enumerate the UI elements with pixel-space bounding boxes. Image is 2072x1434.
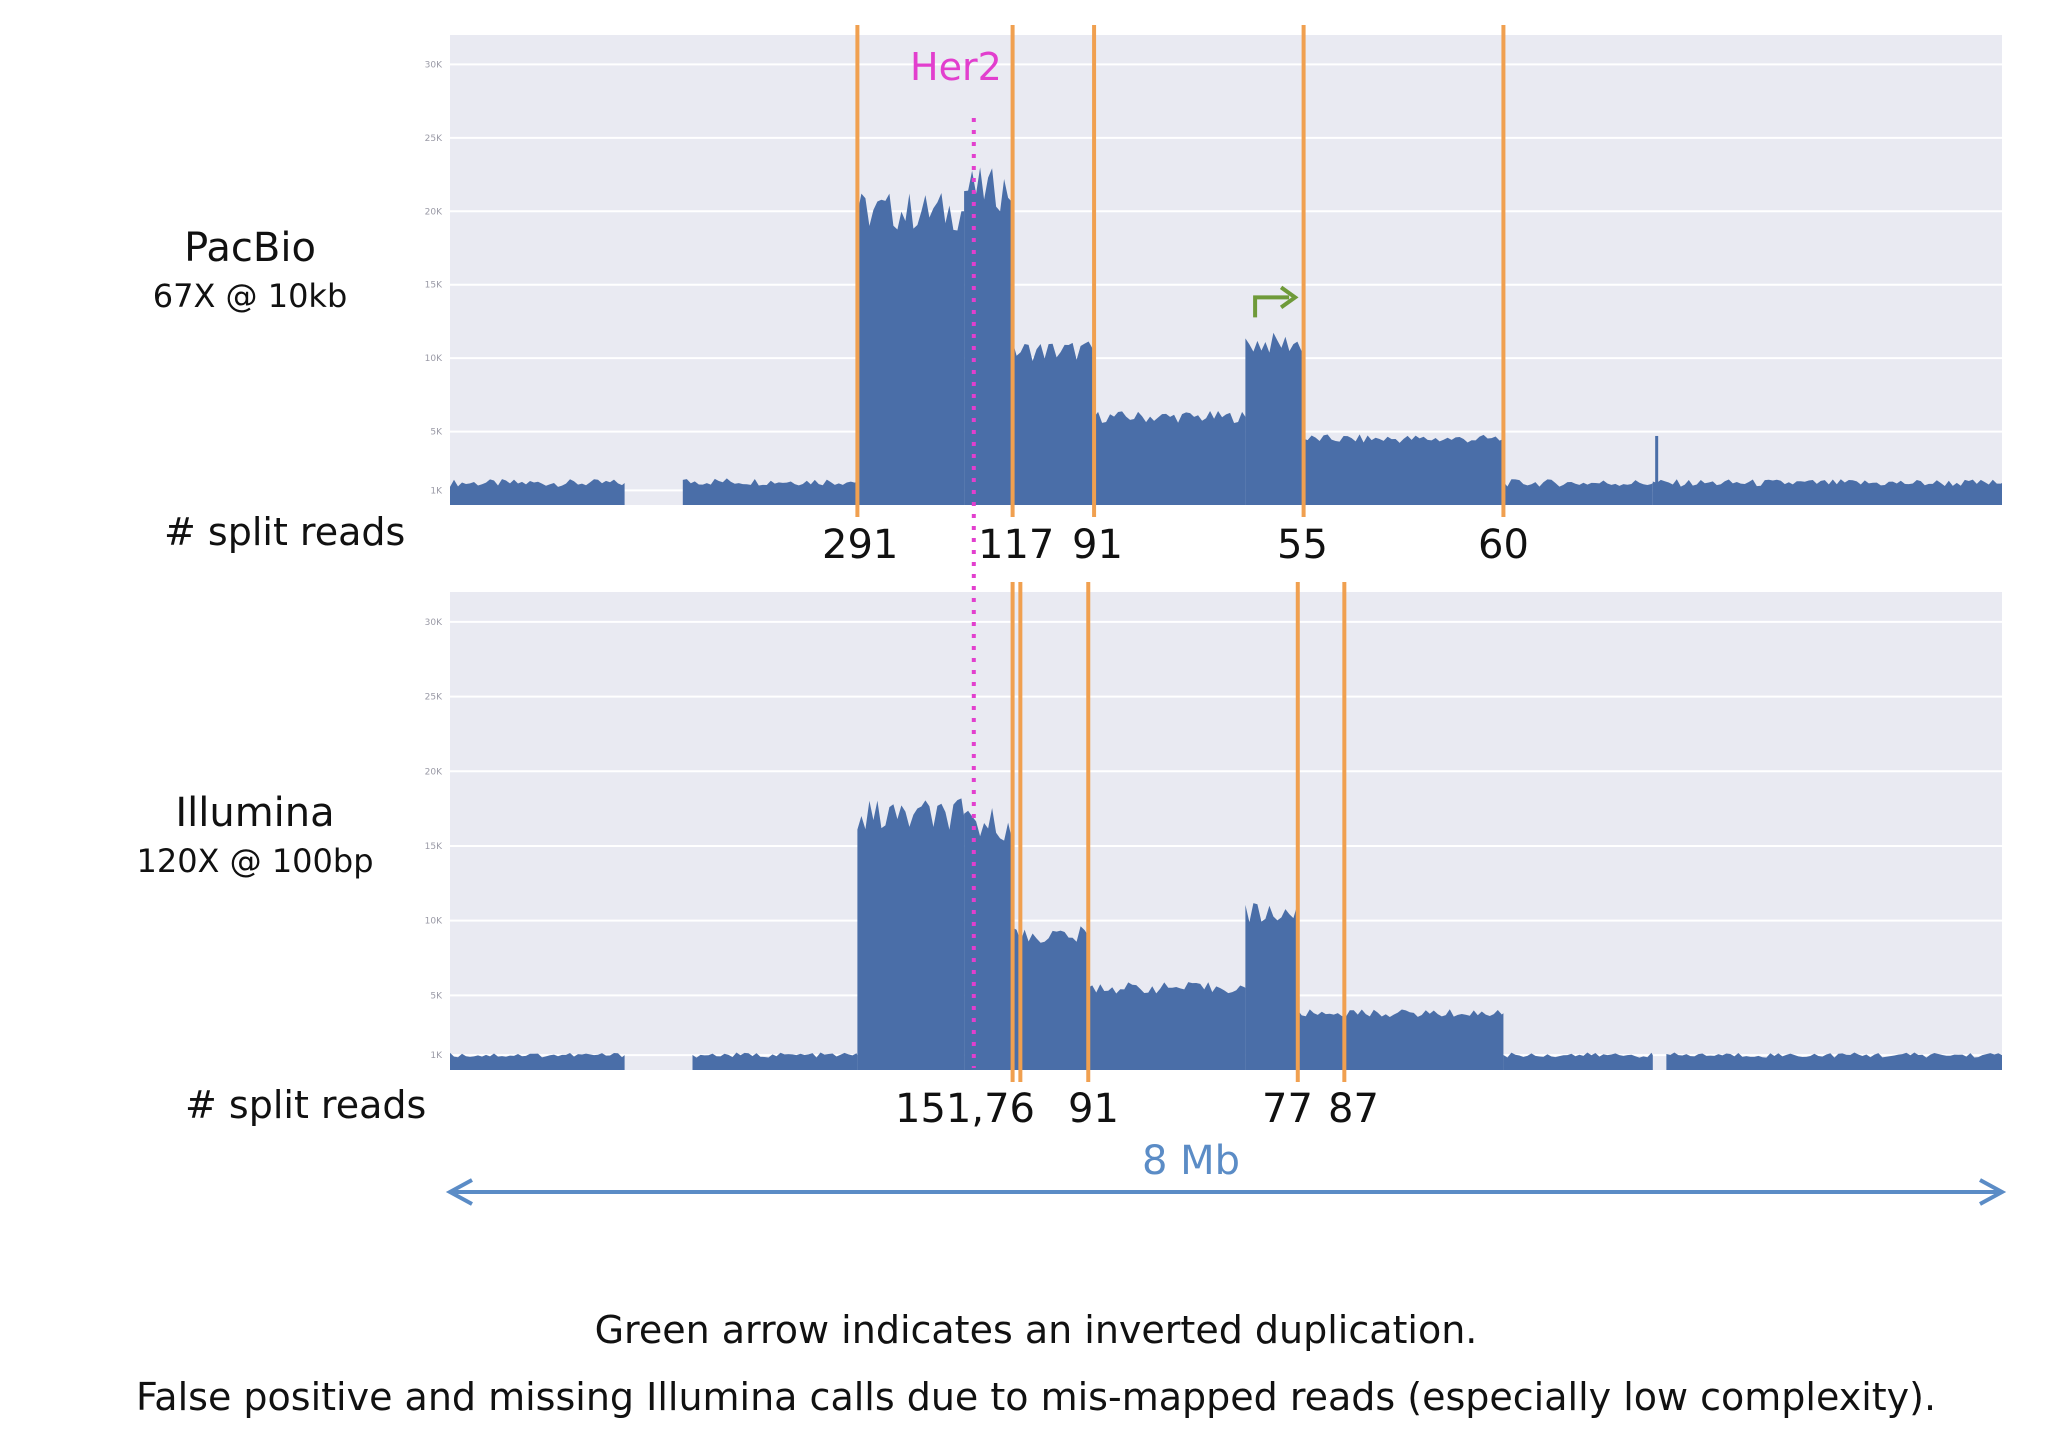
coverage-segment	[1012, 926, 1089, 1070]
scale-arrow-left-head	[445, 1178, 473, 1206]
pacbio-split-count-2: 117	[978, 522, 1055, 568]
coverage-segment	[1303, 434, 1504, 505]
coverage-segment	[964, 807, 1013, 1070]
illumina-coverage-panel: 1K 5K 10K 15K 20K 25K 30K	[425, 582, 2002, 1082]
caption-line-1: Green arrow indicates an inverted duplic…	[594, 1308, 1478, 1352]
inverted-duplication-arrowhead	[1279, 285, 1299, 310]
coverage-segment	[857, 798, 965, 1070]
pacbio-coverage-panel: 1K 5K 10K 15K 20K 25K 30K	[425, 25, 2002, 517]
y-tick-label: 20K	[425, 207, 443, 217]
y-tick-label: 5K	[430, 991, 443, 1001]
annotation-overlay	[445, 118, 2007, 1206]
illumina-split-count-4: 87	[1328, 1086, 1379, 1132]
y-tick-label: 25K	[425, 693, 443, 703]
coverage-segment	[450, 479, 625, 505]
coverage-segment	[1088, 982, 1246, 1070]
pacbio-split-count-3: 91	[1072, 522, 1123, 568]
scale-label: 8 Mb	[1142, 1138, 1241, 1184]
y-tick-label: 15K	[425, 842, 443, 852]
coverage-spike	[1655, 435, 1659, 505]
illumina-platform-name: Illumina	[175, 790, 335, 836]
coverage-segment	[682, 478, 858, 505]
coverage-segment	[1666, 1052, 2002, 1070]
coverage-segment	[1245, 903, 1298, 1070]
illumina-split-count-1: 151,76	[895, 1086, 1035, 1132]
coverage-segment	[1245, 332, 1304, 505]
illumina-split-count-3: 77	[1262, 1086, 1313, 1132]
scale-arrow-right-head	[1979, 1178, 2007, 1206]
coverage-segment	[1503, 479, 1653, 505]
coverage-segment	[692, 1052, 858, 1070]
caption-line-2: False positive and missing Illumina call…	[135, 1375, 1937, 1419]
y-tick-label: 25K	[425, 134, 443, 144]
pacbio-label: PacBio 67X @ 10kb	[110, 225, 390, 315]
coverage-segment	[1094, 411, 1246, 505]
y-tick-label: 1K	[430, 1051, 443, 1061]
coverage-segment	[1652, 479, 2002, 505]
plot-background	[450, 592, 2002, 1070]
coverage-segment	[1503, 1052, 1653, 1070]
pacbio-split-count-1: 291	[822, 522, 899, 568]
y-tick-label: 1K	[430, 486, 443, 496]
coverage-segment	[1012, 341, 1095, 505]
her2-label: Her2	[910, 45, 1002, 89]
illumina-label: Illumina 120X @ 100bp	[115, 790, 395, 880]
illumina-platform-detail: 120X @ 100bp	[136, 842, 374, 880]
coverage-segment	[857, 192, 965, 505]
coverage-segment	[450, 1052, 625, 1070]
coverage-segment	[1297, 1009, 1504, 1070]
illumina-split-count-2: 91	[1068, 1086, 1119, 1132]
y-tick-label: 30K	[425, 60, 443, 70]
pacbio-platform-name: PacBio	[184, 225, 316, 271]
pacbio-platform-detail: 67X @ 10kb	[152, 277, 348, 315]
inverted-duplication-arrow	[1253, 295, 1290, 318]
y-tick-label: 5K	[430, 428, 443, 438]
y-tick-label: 30K	[425, 618, 443, 628]
pacbio-split-reads-label: # split reads	[164, 510, 406, 554]
y-tick-label: 10K	[425, 917, 443, 927]
y-tick-label: 20K	[425, 767, 443, 777]
y-tick-label: 10K	[425, 354, 443, 364]
coverage-segment	[964, 167, 1013, 505]
y-tick-label: 15K	[425, 281, 443, 291]
pacbio-split-count-4: 55	[1277, 522, 1328, 568]
illumina-split-reads-label: # split reads	[185, 1083, 427, 1127]
pacbio-split-count-5: 60	[1478, 522, 1529, 568]
